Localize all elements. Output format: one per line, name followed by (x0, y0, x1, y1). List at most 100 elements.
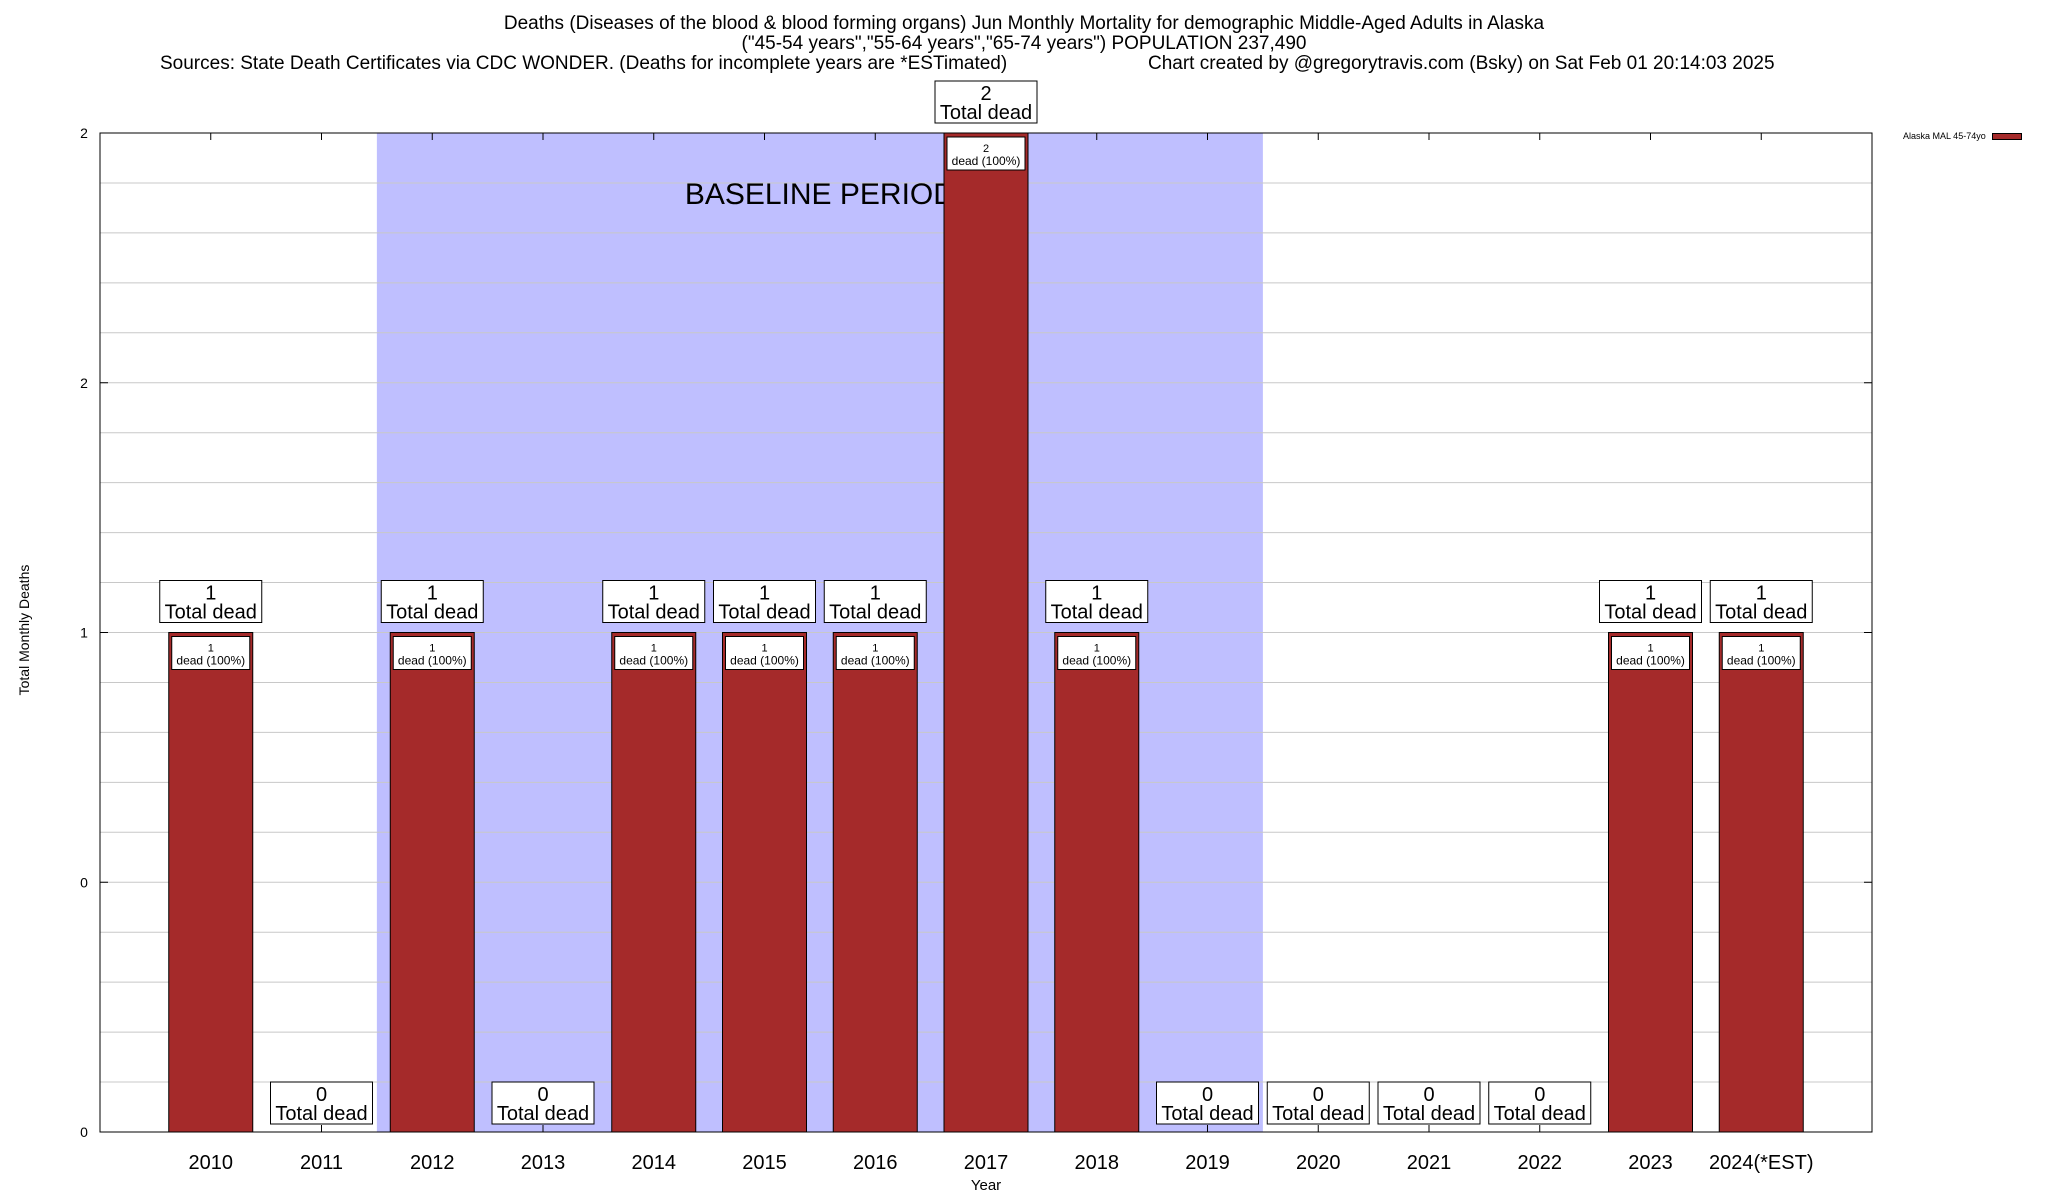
bar-percent-label: dead (100%) (176, 654, 245, 668)
legend: Alaska MAL 45-74yo (1903, 131, 2022, 141)
bar (1718, 632, 1804, 1133)
bar-label-box (725, 636, 804, 670)
bar-value-label: 1 (208, 643, 214, 655)
total-label-box (1266, 1081, 1370, 1125)
total-dead-label: Total dead (829, 602, 921, 624)
bar-label-box (1721, 636, 1801, 670)
total-value-label: 1 (648, 583, 659, 605)
total-label-box (713, 580, 816, 623)
total-dead-label: Total dead (1715, 602, 1807, 624)
total-dead-label: Total dead (608, 602, 700, 624)
baseline-label: BASELINE PERIOD (685, 178, 955, 211)
bar-label-box (614, 636, 694, 670)
total-value-label: 1 (1756, 583, 1767, 605)
bar (611, 632, 697, 1133)
total-value-label: 0 (1313, 1084, 1324, 1106)
total-label-box (1709, 580, 1813, 623)
total-value-label: 1 (1091, 583, 1102, 605)
bar-percent-label: dead (100%) (730, 654, 799, 668)
total-value-label: 1 (759, 583, 770, 605)
bar-value-label: 1 (429, 643, 435, 655)
total-value-label: 1 (205, 583, 216, 605)
y-tick-label: 2 (80, 375, 88, 391)
x-tick-label: 2010 (189, 1152, 234, 1174)
x-tick-label: 2022 (1518, 1152, 1563, 1174)
total-dead-label: Total dead (1604, 602, 1696, 624)
bar-label-box (1057, 636, 1137, 670)
total-label-box (602, 580, 706, 623)
y-axis-label: Total Monthly Deaths (16, 564, 32, 696)
bar-percent-label: dead (100%) (841, 654, 910, 668)
bar-value-label: 1 (1647, 643, 1653, 655)
y-tick-label: 1 (80, 625, 88, 641)
total-label-box (159, 580, 263, 623)
chart-title: Deaths (Diseases of the blood & blood fo… (503, 13, 1545, 34)
y-tick-label: 0 (80, 1124, 88, 1140)
bar-value-label: 1 (1094, 643, 1100, 655)
total-value-label: 0 (316, 1084, 327, 1106)
total-dead-label: Total dead (1383, 1103, 1475, 1125)
total-dead-label: Total dead (275, 1103, 367, 1125)
bar (168, 632, 254, 1133)
x-tick-label: 2019 (1185, 1152, 1230, 1174)
total-label-box (934, 80, 1038, 124)
bar-label-box (171, 636, 251, 670)
bar-label-box (835, 636, 915, 670)
bar-percent-label: dead (100%) (619, 654, 688, 668)
total-value-label: 1 (870, 583, 881, 605)
chart-title-block: Deaths (Diseases of the blood & blood fo… (0, 14, 2048, 54)
total-dead-label: Total dead (940, 102, 1032, 124)
x-tick-label: 2013 (521, 1152, 566, 1174)
x-tick-label: 2023 (1628, 1152, 1673, 1174)
x-tick-label: 2024(*EST) (1709, 1152, 1814, 1174)
y-tick-label: 2 (80, 125, 88, 141)
bar (722, 632, 807, 1133)
total-label-box (1156, 1081, 1259, 1125)
x-tick-label: 2021 (1407, 1152, 1452, 1174)
legend-label: Alaska MAL 45-74yo (1903, 131, 1986, 141)
legend-swatch (1991, 132, 2022, 140)
total-dead-label: Total dead (1272, 1103, 1364, 1125)
bar-value-label: 1 (761, 643, 767, 655)
total-label-box (270, 1081, 373, 1125)
bar-label-box (392, 636, 472, 670)
plot-border (99, 132, 1873, 1133)
bar-percent-label: dead (100%) (1616, 654, 1685, 668)
x-tick-label: 2011 (300, 1152, 343, 1174)
total-dead-label: Total dead (497, 1103, 589, 1125)
x-tick-label: 2020 (1296, 1152, 1341, 1174)
total-dead-label: Total dead (1494, 1103, 1586, 1125)
total-dead-label: Total dead (1051, 602, 1143, 624)
total-value-label: 0 (1202, 1084, 1213, 1106)
total-dead-label: Total dead (1161, 1103, 1253, 1125)
bar-label-box (1611, 636, 1690, 670)
total-label-box (823, 580, 927, 623)
x-tick-label: 2016 (853, 1152, 898, 1174)
y-tick-label: 0 (80, 874, 88, 890)
bar (1054, 632, 1140, 1133)
bar-percent-label: dead (100%) (1062, 654, 1131, 668)
bar (832, 632, 918, 1133)
bar (389, 632, 475, 1133)
bar-value-label: 2 (983, 143, 989, 155)
x-tick-label: 2012 (410, 1152, 455, 1174)
total-dead-label: Total dead (386, 602, 478, 624)
total-value-label: 2 (980, 83, 991, 105)
chart-subtitle: ("45-54 years","55-64 years","65-74 year… (741, 33, 1307, 54)
x-tick-label: 2018 (1075, 1152, 1120, 1174)
chart-source: Sources: State Death Certificates via CD… (160, 53, 1008, 74)
bar-value-label: 1 (651, 643, 657, 655)
x-tick-label: 2014 (632, 1152, 677, 1174)
bar (1608, 632, 1693, 1133)
bar-percent-label: dead (100%) (952, 154, 1021, 168)
total-label-box (1599, 580, 1702, 623)
x-tick-label: 2017 (964, 1152, 1009, 1174)
chart-credit: Chart created by @gregorytravis.com (Bsk… (1148, 53, 1775, 74)
total-label-box (491, 1081, 595, 1125)
total-value-label: 0 (1423, 1084, 1434, 1106)
x-tick-label: 2015 (742, 1152, 787, 1174)
x-axis-label: Year (971, 1177, 1001, 1194)
bar (943, 132, 1029, 1133)
bar-percent-label: dead (100%) (398, 654, 467, 668)
